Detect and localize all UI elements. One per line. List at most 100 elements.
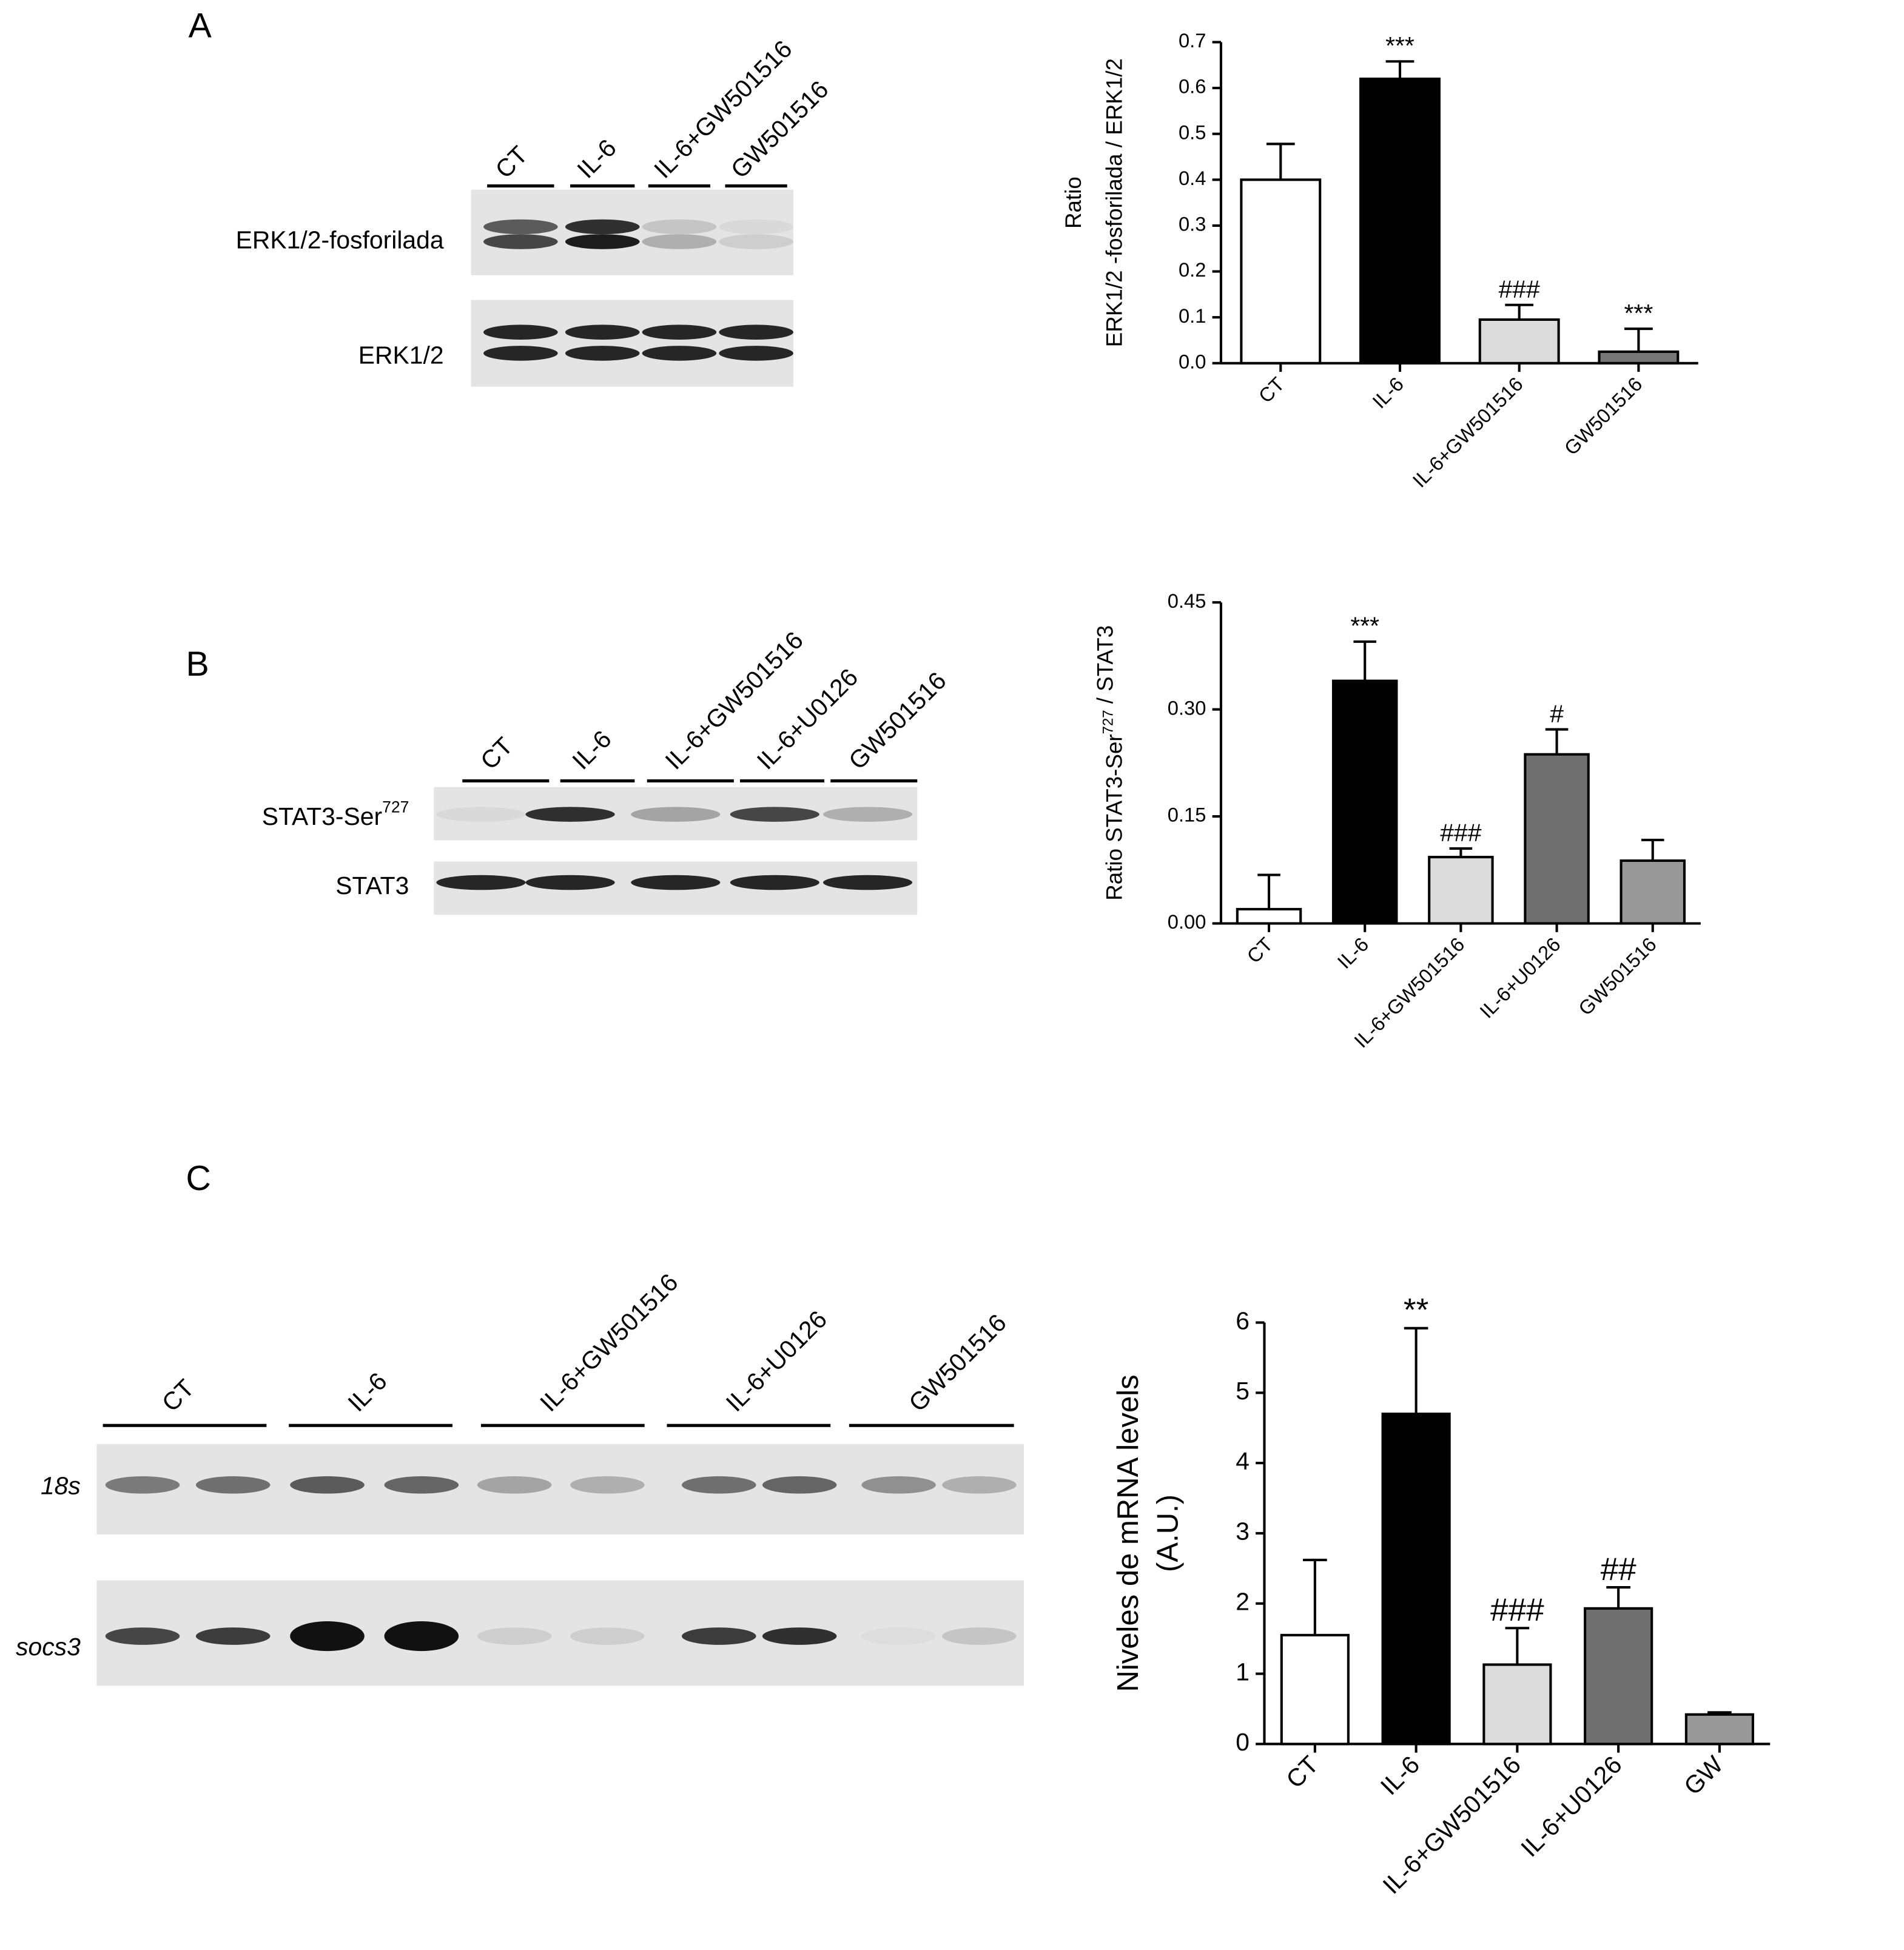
blot-band <box>477 1627 552 1645</box>
blot-band <box>719 234 793 249</box>
text-part: STAT3 <box>335 872 409 899</box>
blot-band <box>105 1627 180 1645</box>
blot-band <box>525 807 615 822</box>
panel-letter: B <box>186 645 209 684</box>
bar <box>1381 1413 1451 1746</box>
blot-band <box>290 1621 365 1652</box>
blot-band <box>822 875 913 890</box>
blot-band <box>290 1476 365 1494</box>
text-part: 18s <box>41 1471 81 1499</box>
y-tick-label: 0.00 <box>1168 910 1206 933</box>
significance-marker: ### <box>1499 275 1540 303</box>
y-tick-label: 0.30 <box>1168 696 1206 719</box>
blot-band <box>861 1476 936 1494</box>
y-tick-label: 0.1 <box>1179 304 1206 327</box>
bar <box>1620 859 1686 925</box>
blot-row-label: STAT3 <box>335 872 409 899</box>
blot-band <box>730 875 819 890</box>
y-tick-label: 6 <box>1236 1306 1250 1334</box>
lane-label: IL-6+U0126 <box>721 1305 832 1417</box>
text-part: / STAT3 <box>1093 625 1118 710</box>
blot-band <box>631 807 721 822</box>
text-part: ERK1/2-fosforilada <box>236 226 444 254</box>
y-axis-label: (A.U.) <box>1151 1494 1184 1572</box>
lane-label: CT <box>156 1374 200 1417</box>
y-tick-label: 0.7 <box>1179 29 1206 52</box>
blot-band <box>477 1476 552 1494</box>
text-part: Ratio STAT3-Ser <box>1102 734 1126 900</box>
x-tick-label: GW501516 <box>1559 372 1646 459</box>
blot-band <box>719 219 793 235</box>
y-tick-label: 0.5 <box>1179 121 1206 143</box>
y-tick-label: 3 <box>1236 1518 1250 1545</box>
blot-band <box>483 346 558 361</box>
y-tick-label: 0.3 <box>1179 213 1206 235</box>
text-part: Ratio <box>1061 177 1086 229</box>
text-part: Niveles de mRNA levels <box>1112 1374 1145 1692</box>
y-axis-label: ERK1/2 -fosforilada / ERK1/2 <box>1102 58 1126 347</box>
blot-row-label: socs3 <box>16 1633 81 1661</box>
y-tick-label: 0.45 <box>1168 590 1206 612</box>
blot-band <box>681 1627 756 1645</box>
x-tick-label: GW <box>1678 1750 1729 1801</box>
blot-row-label: 18s <box>41 1471 81 1499</box>
lane-label: IL-6+GW501516 <box>648 35 797 183</box>
lane-label: CT <box>475 731 518 775</box>
blot-band <box>642 324 717 340</box>
blot-band <box>681 1476 756 1494</box>
lane-label: GW501516 <box>903 1308 1012 1417</box>
panel-letter: C <box>186 1159 211 1198</box>
y-tick-label: 0.15 <box>1168 804 1206 826</box>
x-tick-label: CT <box>1280 1750 1324 1794</box>
significance-marker: *** <box>1350 612 1379 640</box>
x-tick-label: GW501516 <box>1574 933 1661 1020</box>
y-tick-label: 0.2 <box>1179 258 1206 281</box>
panel-letter: A <box>189 6 212 45</box>
superscript: 727 <box>382 798 409 816</box>
blot-band <box>384 1476 459 1494</box>
blot-band <box>436 807 526 822</box>
text-part: ERK1/2 -fosforilada / ERK1/2 <box>1102 58 1126 347</box>
figure-content: A CT IL-6 IL-6+GW501516 GW501516 ERK1/2-fosfo… <box>16 6 1771 1899</box>
y-axis-label: Ratio STAT3-Ser727 / STAT3 <box>1093 625 1127 901</box>
blot-band <box>642 219 717 235</box>
blot-band <box>762 1476 837 1494</box>
y-axis-label: Niveles de mRNA levels <box>1112 1374 1145 1692</box>
blot-band <box>525 875 615 890</box>
bar <box>1524 753 1590 925</box>
lane-label: IL-6+GW501516 <box>534 1268 683 1417</box>
y-tick-label: 4 <box>1236 1447 1250 1475</box>
blot-band <box>719 324 793 340</box>
blot-band <box>570 1476 645 1494</box>
blot-band <box>642 234 717 249</box>
lane-label: CT <box>490 141 533 184</box>
blot-band <box>565 219 640 235</box>
y-tick-label: 5 <box>1236 1377 1250 1405</box>
significance-marker: ## <box>1601 1552 1637 1587</box>
blot-band <box>565 346 640 361</box>
blot-band <box>642 346 717 361</box>
bar <box>1584 1607 1653 1746</box>
lane-label: IL-6 <box>342 1367 392 1417</box>
blot-band <box>565 234 640 249</box>
lane-label: IL-6 <box>567 725 616 775</box>
text-part: (A.U.) <box>1151 1494 1184 1572</box>
blot-band <box>384 1621 459 1652</box>
blot-background <box>434 787 918 841</box>
y-tick-label: 0.4 <box>1179 167 1206 189</box>
blot-band <box>719 346 793 361</box>
bar <box>1598 350 1680 365</box>
y-tick-label: 2 <box>1236 1588 1250 1616</box>
significance-marker: ** <box>1404 1293 1428 1328</box>
x-tick-label: IL-6+U0126 <box>1475 933 1565 1023</box>
x-tick-label: IL-6 <box>1333 933 1373 973</box>
bar <box>1331 679 1398 925</box>
significance-marker: *** <box>1385 32 1415 59</box>
x-tick-label: IL-6+U0126 <box>1515 1750 1627 1862</box>
x-tick-label: IL-6+GW501516 <box>1408 372 1527 491</box>
y-tick-label: 0.6 <box>1179 75 1206 98</box>
blot-background <box>471 300 793 387</box>
blot-band <box>195 1476 271 1494</box>
blot-band <box>105 1476 180 1494</box>
